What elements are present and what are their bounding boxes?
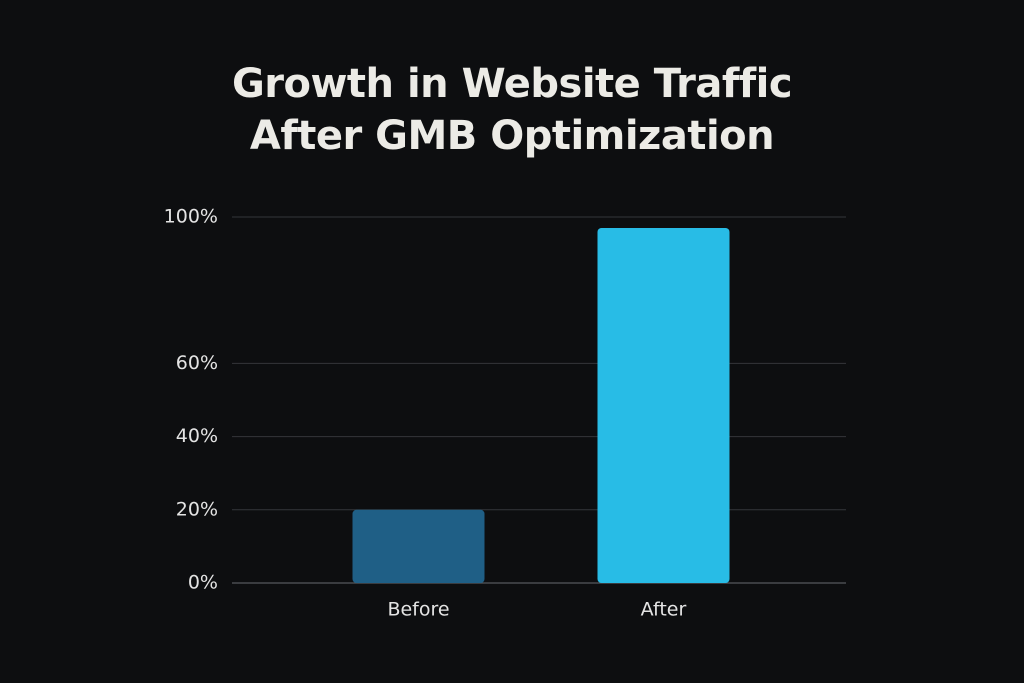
y-tick-label: 0% xyxy=(188,572,218,594)
chart-title: Growth in Website Traffic After GMB Opti… xyxy=(231,61,793,159)
y-tick-label: 20% xyxy=(176,498,218,520)
y-tick-label: 100% xyxy=(164,206,218,228)
x-tick-label: Before xyxy=(387,599,449,621)
bar xyxy=(597,227,730,584)
x-tick-label: After xyxy=(641,599,687,621)
bar xyxy=(352,509,485,583)
y-tick-label: 40% xyxy=(176,425,218,447)
y-tick-label: 60% xyxy=(176,352,218,374)
